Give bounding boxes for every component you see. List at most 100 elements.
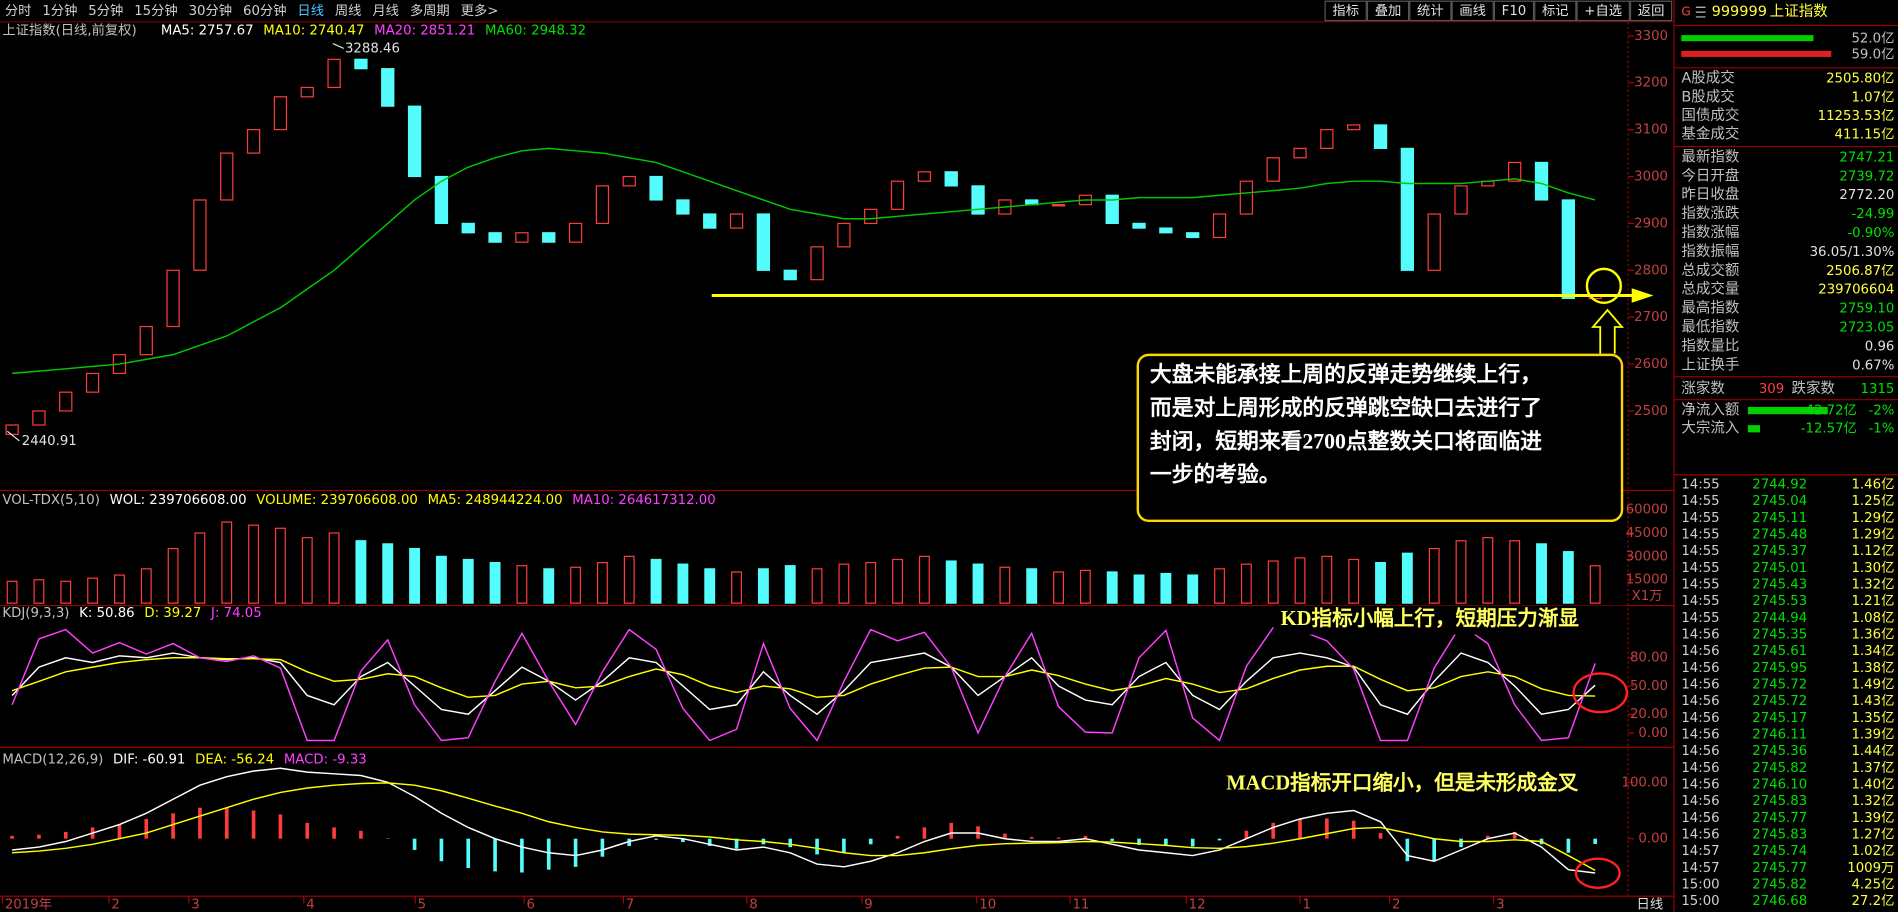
stat-label: A股成交: [1681, 69, 1734, 87]
period-tab[interactable]: 30分钟: [189, 2, 233, 19]
tick-time: 14:55: [1681, 594, 1719, 609]
indicator-label: MA5: 248944224.00: [428, 493, 563, 508]
period-tab[interactable]: 5分钟: [88, 2, 123, 19]
flow-pct: -1%: [1868, 422, 1894, 437]
volume-bar: [757, 568, 769, 604]
tool-button[interactable]: 指标: [1332, 3, 1359, 19]
period-tab[interactable]: 更多>: [461, 2, 499, 19]
chart-title: 上证指数(日线,前复权): [2, 21, 136, 38]
tick-time: 14:56: [1681, 661, 1719, 676]
period-tab[interactable]: 周线: [335, 3, 362, 19]
indicator-line: [12, 147, 1596, 375]
tool-button-frame: [1366, 0, 1410, 22]
tick-time: 14:56: [1681, 644, 1719, 659]
stat-value: 2506.87亿: [1826, 263, 1894, 279]
tool-button-frame: [1324, 0, 1367, 22]
volume-bar: [167, 547, 179, 604]
volume-bar: [1401, 552, 1413, 604]
tick-amount: 1.32亿: [1851, 793, 1894, 809]
time-label: 6: [527, 898, 535, 912]
volume-bar: [248, 524, 260, 604]
y-tick-label: 3000: [1634, 170, 1668, 185]
candle-body: [381, 68, 395, 107]
candle-body: [1454, 185, 1468, 215]
volume-bar: [274, 527, 286, 604]
tool-button[interactable]: 叠加: [1375, 3, 1402, 19]
time-label: 5: [418, 898, 426, 912]
period-tab[interactable]: 多周期: [410, 2, 450, 19]
stat-value: 2772.20: [1839, 188, 1894, 203]
y-tick-label: 45000: [1626, 526, 1668, 541]
volume-bar: [1375, 561, 1386, 604]
volume-bar: [1267, 560, 1279, 604]
tick-amount: 1.29亿: [1851, 526, 1894, 542]
tick-amount: 1.46亿: [1851, 476, 1894, 492]
candle-body: [488, 232, 502, 243]
stat-label: B股成交: [1681, 87, 1735, 105]
time-label: 8: [749, 898, 757, 912]
volume-bar: [731, 571, 743, 604]
tool-button[interactable]: F10: [1502, 4, 1527, 19]
flow-value: -42.72亿: [1801, 403, 1857, 419]
period-tab[interactable]: 1分钟: [42, 2, 77, 19]
stat-value: -24.99: [1852, 207, 1895, 222]
tick-time: 14:56: [1681, 727, 1719, 742]
candle-body: [220, 152, 234, 201]
badge: G: [1681, 5, 1690, 19]
tick-time: 14:56: [1681, 777, 1719, 792]
tool-button[interactable]: 标记: [1542, 3, 1569, 19]
candle-body: [729, 213, 744, 229]
candle-body: [1132, 222, 1146, 229]
candle-body: [917, 171, 932, 182]
stat-value: 2759.10: [1839, 302, 1894, 317]
high-label: 3288.46: [345, 41, 400, 56]
tool-button[interactable]: 画线: [1459, 3, 1486, 19]
volume-bar: [1079, 569, 1091, 604]
menu-icon: [1695, 6, 1706, 18]
tool-button[interactable]: 统计: [1417, 3, 1444, 19]
tool-button[interactable]: +自选: [1584, 3, 1622, 19]
candle-body: [1347, 124, 1361, 131]
tick-price: 2745.83: [1752, 827, 1807, 842]
indicator-label: VOLUME: 239706608.00: [256, 493, 418, 508]
y-tick-label: 2700: [1634, 310, 1668, 325]
time-label: 2: [1392, 898, 1400, 912]
tick-time: 14:55: [1681, 611, 1719, 626]
stat-value: 2723.05: [1839, 320, 1894, 335]
tick-price: 2745.37: [1752, 544, 1807, 559]
ma-label: MA10: 2740.47: [263, 23, 364, 38]
period-tab[interactable]: 日线: [297, 3, 324, 19]
candle-body: [1373, 124, 1388, 149]
tick-price: 2745.53: [1752, 594, 1807, 609]
tick-amount: 1.37亿: [1851, 760, 1894, 776]
tick-amount: 1.40亿: [1851, 776, 1894, 792]
flow-indicator: [1747, 406, 1828, 415]
period-tab[interactable]: 60分钟: [243, 2, 287, 19]
volume-bar: [382, 543, 394, 604]
volume-bar: [1321, 555, 1333, 604]
period-tab[interactable]: 15分钟: [134, 2, 178, 19]
indicator-label: MACD: -9.33: [284, 752, 367, 767]
tick-time: 14:55: [1681, 511, 1719, 526]
tick-amount: 1.39亿: [1851, 810, 1894, 826]
tick-price: 2746.10: [1752, 777, 1807, 792]
time-label: 2: [111, 898, 119, 912]
tick-amount: 1.29亿: [1851, 510, 1894, 526]
tick-price: 2745.17: [1752, 711, 1807, 726]
candle-body: [649, 175, 663, 201]
period-tab[interactable]: 分时: [5, 3, 32, 19]
indicator-line: [11, 657, 1596, 698]
arrow-head: [1631, 288, 1654, 303]
period-tab[interactable]: 月线: [372, 3, 399, 19]
volume-bar: [6, 580, 18, 604]
y-tick-label: 30000: [1626, 549, 1668, 564]
time-label: 3: [1496, 898, 1504, 912]
tick-amount: 4.25亿: [1851, 876, 1894, 892]
tick-amount: 1.02亿: [1851, 843, 1894, 859]
tick-time: 14:55: [1681, 477, 1719, 492]
tick-time: 14:56: [1681, 711, 1719, 726]
tool-button[interactable]: 返回: [1638, 3, 1665, 19]
tick-amount: 1.44亿: [1851, 743, 1894, 759]
volume-bar: [1160, 572, 1172, 604]
tick-price: 2746.68: [1752, 894, 1807, 909]
